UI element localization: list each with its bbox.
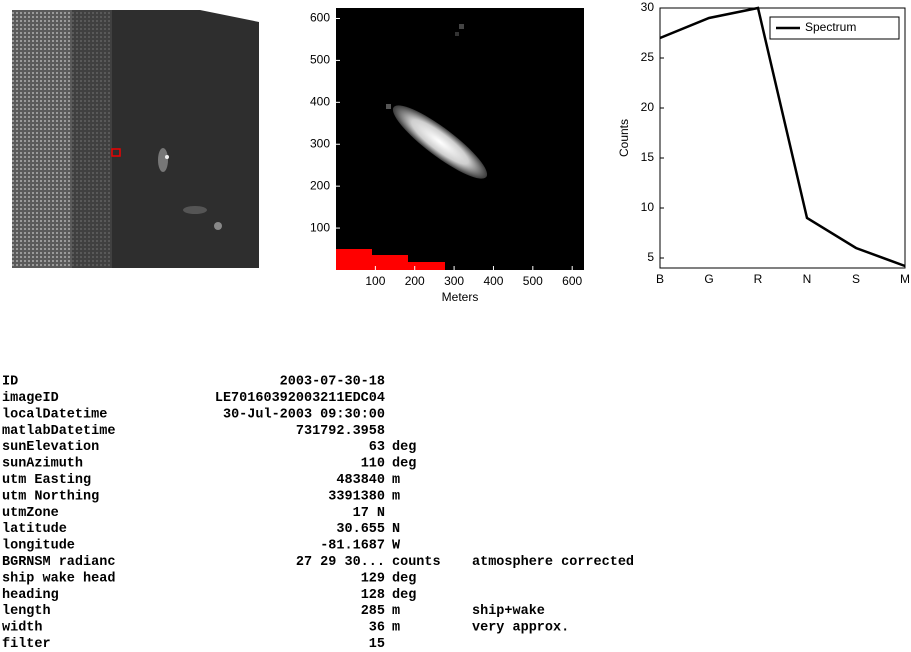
param-unit: W bbox=[392, 539, 401, 554]
param-unit: deg bbox=[392, 440, 416, 455]
y-tick-label: 25 bbox=[641, 50, 655, 64]
param-value: LE70160392003211EDC04 bbox=[215, 391, 385, 406]
legend-label: Spectrum bbox=[805, 20, 856, 34]
param-unit: m bbox=[392, 604, 400, 619]
param-value: 15 bbox=[369, 637, 385, 652]
y-tick-label: 30 bbox=[641, 0, 655, 14]
x-tick-label: G bbox=[704, 272, 713, 286]
param-value: 285 bbox=[361, 604, 385, 619]
line-series bbox=[659, 6, 906, 268]
param-name: longitude bbox=[2, 539, 75, 554]
y-tick-label: 600 bbox=[310, 11, 330, 25]
y-tick-label: 15 bbox=[641, 150, 655, 164]
param-value: 30-Jul-2003 09:30:00 bbox=[223, 407, 385, 422]
x-tick-label: 400 bbox=[483, 274, 503, 288]
param-unit: m bbox=[392, 621, 400, 636]
param-unit: N bbox=[392, 522, 400, 537]
param-name: utm Northing bbox=[2, 489, 99, 504]
y-tick-label: 300 bbox=[310, 136, 330, 150]
plot-area bbox=[659, 7, 906, 269]
param-name: sunElevation bbox=[2, 440, 99, 455]
param-name: width bbox=[2, 621, 43, 636]
param-name: ship wake head bbox=[2, 571, 115, 586]
param-name: imageID bbox=[2, 391, 59, 406]
param-value: 3391380 bbox=[328, 489, 385, 504]
x-tick-label: 300 bbox=[444, 274, 464, 288]
y-tick-label: 100 bbox=[310, 220, 330, 234]
param-value: 731792.3958 bbox=[296, 424, 385, 439]
param-unit: m bbox=[392, 473, 400, 488]
param-name: BGRNSM radianc bbox=[2, 555, 115, 570]
x-axis-label: Meters bbox=[442, 290, 479, 304]
param-note: very approx. bbox=[472, 621, 569, 636]
y-tick-label: 5 bbox=[647, 250, 654, 264]
y-tick-label: 500 bbox=[310, 53, 330, 67]
y-tick-label: 400 bbox=[310, 94, 330, 108]
param-name: ID bbox=[2, 375, 18, 390]
param-value: 128 bbox=[361, 588, 385, 603]
param-value: 63 bbox=[369, 440, 385, 455]
param-unit: counts bbox=[392, 555, 441, 570]
param-note: atmosphere corrected bbox=[472, 555, 634, 570]
y-tick-label: 200 bbox=[310, 178, 330, 192]
param-unit: m bbox=[392, 489, 400, 504]
satellite-image bbox=[12, 10, 259, 268]
param-name: utm Easting bbox=[2, 473, 91, 488]
param-name: localDatetime bbox=[2, 407, 107, 422]
x-tick-label: 100 bbox=[365, 274, 385, 288]
param-name: latitude bbox=[2, 522, 67, 537]
y-tick-label: 20 bbox=[641, 100, 655, 114]
x-tick-label: N bbox=[803, 272, 812, 286]
param-value: 129 bbox=[361, 571, 385, 586]
param-value: 36 bbox=[369, 621, 385, 636]
param-value: 30.655 bbox=[336, 522, 385, 537]
param-unit: deg bbox=[392, 457, 416, 472]
x-tick-label: R bbox=[754, 272, 763, 286]
y-tick-label: 10 bbox=[641, 200, 655, 214]
x-tick-label: 600 bbox=[562, 274, 582, 288]
legend-box bbox=[769, 16, 900, 40]
x-tick-label: M bbox=[900, 272, 910, 286]
zoom-image bbox=[336, 8, 584, 270]
param-value: 2003-07-30-18 bbox=[280, 375, 385, 390]
param-note: ship+wake bbox=[472, 604, 545, 619]
param-name: heading bbox=[2, 588, 59, 603]
y-axis-label: Counts bbox=[617, 119, 631, 157]
param-name: utmZone bbox=[2, 506, 59, 521]
x-tick-label: 500 bbox=[523, 274, 543, 288]
param-unit: deg bbox=[392, 588, 416, 603]
param-value: 110 bbox=[361, 457, 385, 472]
param-value: 17 N bbox=[353, 506, 385, 521]
param-name: sunAzimuth bbox=[2, 457, 83, 472]
x-tick-label: 200 bbox=[405, 274, 425, 288]
param-value: 27 29 30... bbox=[296, 555, 385, 570]
param-value: 483840 bbox=[336, 473, 385, 488]
x-tick-label: B bbox=[656, 272, 664, 286]
param-name: matlabDatetime bbox=[2, 424, 115, 439]
x-tick-label: S bbox=[852, 272, 860, 286]
param-name: length bbox=[2, 604, 51, 619]
param-name: filter bbox=[2, 637, 51, 652]
param-value: -81.1687 bbox=[320, 539, 385, 554]
param-unit: deg bbox=[392, 571, 416, 586]
